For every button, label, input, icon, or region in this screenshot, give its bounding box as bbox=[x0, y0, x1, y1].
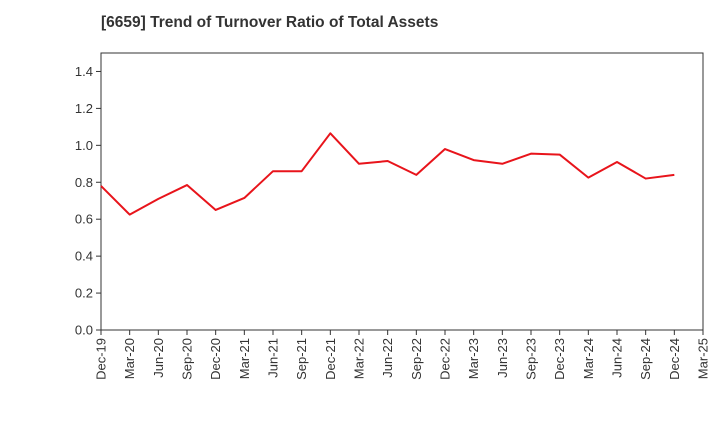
x-tick-label: Sep-23 bbox=[524, 338, 539, 380]
y-tick-label: 1.0 bbox=[75, 138, 93, 153]
x-tick-label: Mar-25 bbox=[696, 338, 711, 379]
y-tick-label: 0.6 bbox=[75, 212, 93, 227]
plot-frame bbox=[100, 52, 704, 331]
x-tick-labels: Dec-19 Mar-20 Jun-20 Sep-20 Dec-20 Mar-21 Jun-… bbox=[94, 338, 711, 380]
x-tick-label: Sep-20 bbox=[180, 338, 195, 380]
x-tick-label: Dec-23 bbox=[552, 338, 567, 380]
x-tick-label: Jun-23 bbox=[495, 338, 510, 378]
x-tick-label: Mar-22 bbox=[352, 338, 367, 379]
y-tick-label: 0.2 bbox=[75, 286, 93, 301]
x-tick-label: Sep-24 bbox=[638, 338, 653, 380]
x-tick-label: Dec-20 bbox=[208, 338, 223, 380]
x-tick-label: Mar-20 bbox=[122, 338, 137, 379]
x-tick-label: Jun-20 bbox=[151, 338, 166, 378]
y-tick-label: 1.4 bbox=[75, 64, 93, 79]
chart-title: [6659] Trend of Turnover Ratio of Total … bbox=[101, 14, 439, 31]
y-tick-label: 1.2 bbox=[75, 101, 93, 116]
x-tick-label: Mar-23 bbox=[466, 338, 481, 379]
x-tick-label: Sep-22 bbox=[409, 338, 424, 380]
x-tick-label: Dec-21 bbox=[323, 338, 338, 380]
y-tick-label: 0.0 bbox=[75, 323, 93, 338]
x-tick-label: Jun-24 bbox=[610, 338, 625, 378]
x-tick-label: Dec-19 bbox=[94, 338, 109, 380]
axes bbox=[96, 52, 704, 335]
x-tick-label: Jun-22 bbox=[380, 338, 395, 378]
x-tick-label: Mar-21 bbox=[237, 338, 252, 379]
y-tick-label: 0.8 bbox=[75, 175, 93, 190]
y-tick-label: 0.4 bbox=[75, 249, 93, 264]
series-layer bbox=[100, 132, 675, 216]
x-tick-label: Mar-24 bbox=[581, 338, 596, 379]
x-tick-label: Dec-22 bbox=[438, 338, 453, 380]
x-tick-label: Sep-21 bbox=[294, 338, 309, 380]
x-tick-label: Dec-24 bbox=[667, 338, 682, 380]
y-tick-labels: 0.0 0.2 0.4 0.6 0.8 1.0 1.2 1.4 bbox=[75, 64, 93, 338]
x-tick-label: Jun-21 bbox=[266, 338, 281, 378]
